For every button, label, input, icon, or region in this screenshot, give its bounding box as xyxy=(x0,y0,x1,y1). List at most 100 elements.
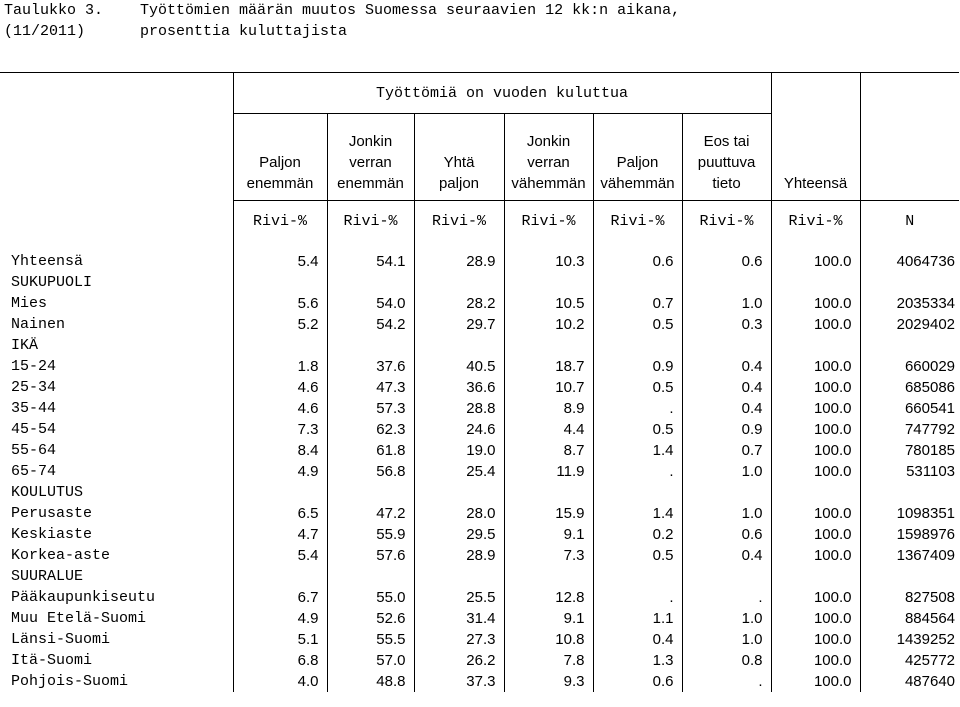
table-cell xyxy=(859,566,960,587)
table-cell: 18.7 xyxy=(503,356,593,377)
table-row: Muu Etelä-Suomi 4.9 52.6 31.4 9.1 1.1 1.0 100.0… xyxy=(0,608,960,629)
table-cell: 9.1 xyxy=(503,524,593,545)
table-cell xyxy=(770,566,861,587)
column-header-line: Paljon xyxy=(259,154,301,171)
table-row: 65-74 4.9 56.8 25.4 11.9. 1.0 100.0 531103 xyxy=(0,461,960,482)
table-cell: 4064736 xyxy=(859,251,960,272)
row-label: 25-34 xyxy=(11,379,57,396)
table-cell: 55.5 xyxy=(326,629,414,650)
table-cell: 0.8 xyxy=(681,650,772,671)
table-cell: 10.7 xyxy=(503,377,593,398)
table-row: KOULUTUS xyxy=(0,482,960,503)
table-cell: 1.0 xyxy=(681,293,772,314)
table-cell xyxy=(592,566,682,587)
table-cell: 55.0 xyxy=(326,587,414,608)
table-cell: 7.3 xyxy=(503,545,593,566)
title-text-line1: Työttömien määrän muutos Suomessa seuraa… xyxy=(140,2,681,19)
table-title: Taulukko 3. Työttömien määrän muutos Suo… xyxy=(4,0,680,105)
table-row: Korkea-aste 5.4 57.6 28.9 7.3 0.5 0.4 100.0 1367… xyxy=(0,545,960,566)
table-cell xyxy=(592,335,682,356)
table-cell: 0.4 xyxy=(681,356,772,377)
table-cell: 2029402 xyxy=(859,314,960,335)
table-cell: 5.1 xyxy=(232,629,327,650)
table-cell: 6.7 xyxy=(232,587,327,608)
unit-header: Rivi-% xyxy=(326,200,414,241)
table-cell xyxy=(413,335,504,356)
table-cell: 1598976 xyxy=(859,524,960,545)
table-row: Länsi-Suomi 5.1 55.5 27.3 10.8 0.4 1.0 100.0 143… xyxy=(0,629,960,650)
table-cell: 100.0 xyxy=(770,356,861,377)
row-label: 35-44 xyxy=(11,400,57,417)
table-cell: 100.0 xyxy=(770,293,861,314)
table-cell: 0.5 xyxy=(592,377,682,398)
table-cell xyxy=(681,272,772,293)
table-cell: 0.6 xyxy=(681,251,772,272)
row-label: Nainen xyxy=(11,316,66,333)
table-cell: 0.3 xyxy=(681,314,772,335)
table-cell: 2035334 xyxy=(859,293,960,314)
table-cell xyxy=(232,482,327,503)
table-cell: 61.8 xyxy=(326,440,414,461)
table-cell: 4.6 xyxy=(232,398,327,419)
table-cell: 1.0 xyxy=(681,629,772,650)
row-label: 55-64 xyxy=(11,442,57,459)
row-label: KOULUTUS xyxy=(11,484,84,501)
table-cell: 100.0 xyxy=(770,503,861,524)
column-header-line: enemmän xyxy=(337,175,404,192)
table-cell xyxy=(232,335,327,356)
table-cell: 54.0 xyxy=(326,293,414,314)
table-cell: 100.0 xyxy=(770,608,861,629)
table-cell: 47.2 xyxy=(326,503,414,524)
table-cell: 6.8 xyxy=(232,650,327,671)
table-row: 15-24 1.8 37.6 40.5 18.7 0.9 0.4 100.0 660029 xyxy=(0,356,960,377)
unit-header: Rivi-% xyxy=(503,200,593,241)
table-cell: 29.5 xyxy=(413,524,504,545)
table-cell: 29.7 xyxy=(413,314,504,335)
column-header-line: enemmän xyxy=(246,175,314,192)
table-cell: 100.0 xyxy=(770,587,861,608)
table-cell: 1.4 xyxy=(592,503,682,524)
unit-header: Rivi-% xyxy=(592,200,682,241)
table-cell: 100.0 xyxy=(770,251,861,272)
table-cell: 56.8 xyxy=(326,461,414,482)
column-header-line xyxy=(594,131,682,152)
table-cell xyxy=(770,482,861,503)
table-cell: 425772 xyxy=(859,650,960,671)
table-cell: 0.6 xyxy=(592,251,682,272)
table-cell xyxy=(326,566,414,587)
table-cell xyxy=(859,482,960,503)
table-row: IKÄ xyxy=(0,335,960,356)
table-cell xyxy=(681,335,772,356)
table-cell: 0.4 xyxy=(681,545,772,566)
row-label: Yhteensä xyxy=(11,253,84,270)
table-cell: 100.0 xyxy=(770,419,861,440)
table-cell: 100.0 xyxy=(770,545,861,566)
table-cell: . xyxy=(681,671,772,692)
table-cell: 36.6 xyxy=(413,377,504,398)
table-cell: . xyxy=(592,587,682,608)
table-cell xyxy=(326,482,414,503)
table-row: 45-54 7.3 62.3 24.6 4.4 0.5 0.9 100.0 747792 xyxy=(0,419,960,440)
table-cell: 37.6 xyxy=(326,356,414,377)
table-cell: 0.4 xyxy=(592,629,682,650)
table-cell: 4.9 xyxy=(232,608,327,629)
table-cell: 1.8 xyxy=(232,356,327,377)
column-header: Jonkin verran enemmän xyxy=(326,113,414,201)
table-cell xyxy=(859,272,960,293)
table-row: 55-64 8.4 61.8 19.0 8.7 1.4 0.7 100.0 780185 xyxy=(0,440,960,461)
header-columns-row: Paljon enemmän Jonkin verran enemmän Yhtä pal… xyxy=(0,113,960,201)
row-label: Mies xyxy=(11,295,48,312)
row-label: Korkea-aste xyxy=(11,547,111,564)
table-cell: 660029 xyxy=(859,356,960,377)
column-header-line: Yhtä xyxy=(443,154,475,171)
table-cell xyxy=(859,335,960,356)
table-cell: 55.9 xyxy=(326,524,414,545)
table-cell: 24.6 xyxy=(413,419,504,440)
table-cell: 7.3 xyxy=(232,419,327,440)
table-cell: 100.0 xyxy=(770,377,861,398)
row-label: Keskiaste xyxy=(11,526,93,543)
table-cell: 0.7 xyxy=(681,440,772,461)
table-cell: 28.9 xyxy=(413,545,504,566)
table-cell: 52.6 xyxy=(326,608,414,629)
table-cell: 57.0 xyxy=(326,650,414,671)
